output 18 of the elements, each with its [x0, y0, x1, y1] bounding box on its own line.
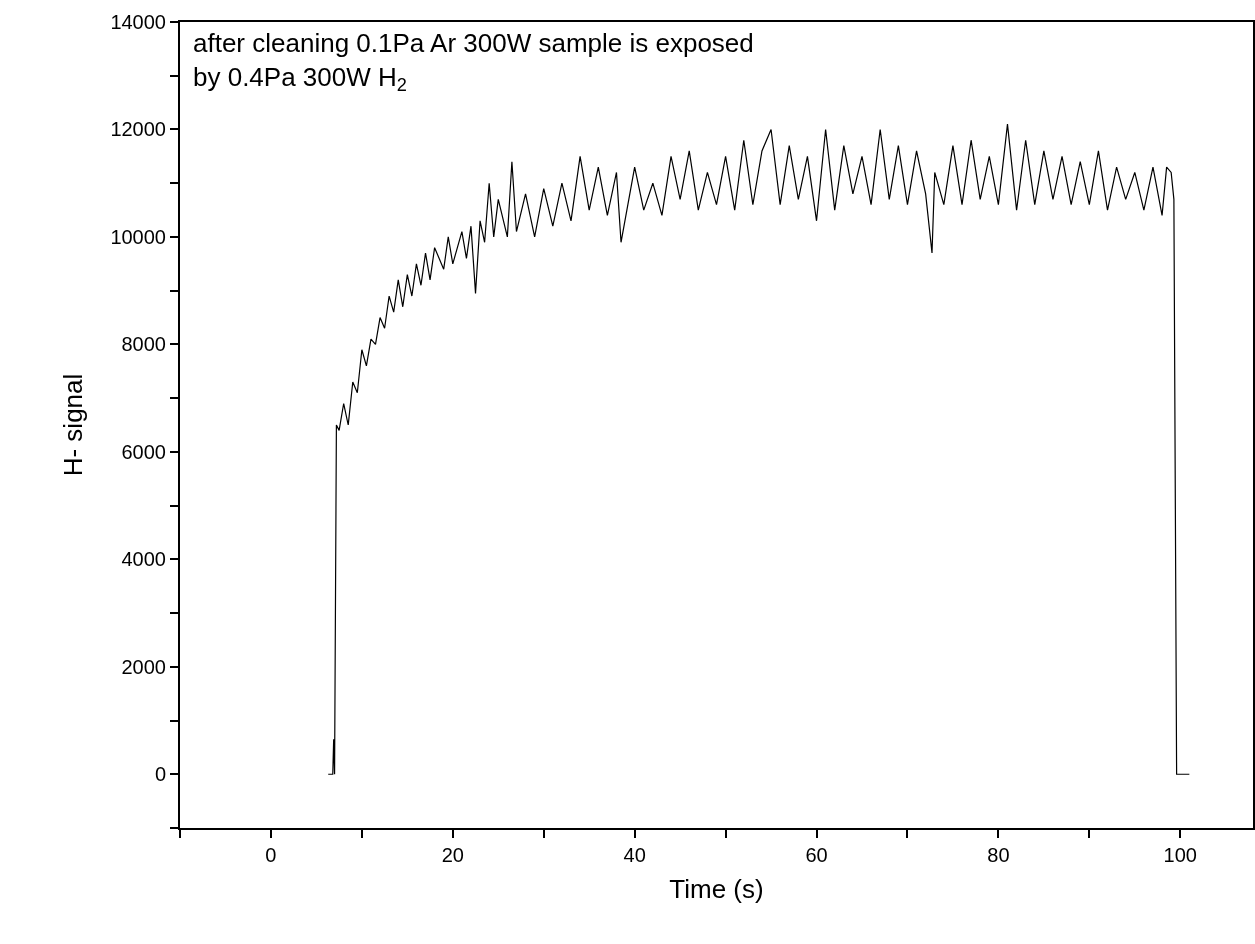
y-tick-label: 8000: [121, 333, 166, 356]
y-tick-label: 4000: [121, 548, 166, 571]
y-tick-label: 14000: [110, 11, 166, 33]
x-tick-label: 80: [987, 844, 1010, 866]
y-tick-label: 12000: [110, 118, 166, 141]
x-tick-label: 100: [1163, 844, 1197, 866]
x-tick-label: 60: [805, 844, 828, 866]
annotation: after cleaning 0.1Pa Ar 300W sample is exposed by 0.4Pa 300W H$_{2}$: [193, 28, 754, 96]
y-axis-title: H- signal: [58, 373, 89, 477]
x-tick-label: 20: [441, 844, 464, 866]
line-series: [327, 123, 1190, 775]
y-tick-label: 6000: [121, 440, 166, 463]
x-tick-label: 40: [623, 844, 646, 866]
x-axis-title: Time (s): [669, 874, 764, 905]
x-tick-label: 0: [265, 844, 277, 866]
y-tick-label: 10000: [110, 225, 166, 248]
y-tick-label: 2000: [121, 655, 166, 678]
y-tick-label: 0: [154, 763, 166, 786]
